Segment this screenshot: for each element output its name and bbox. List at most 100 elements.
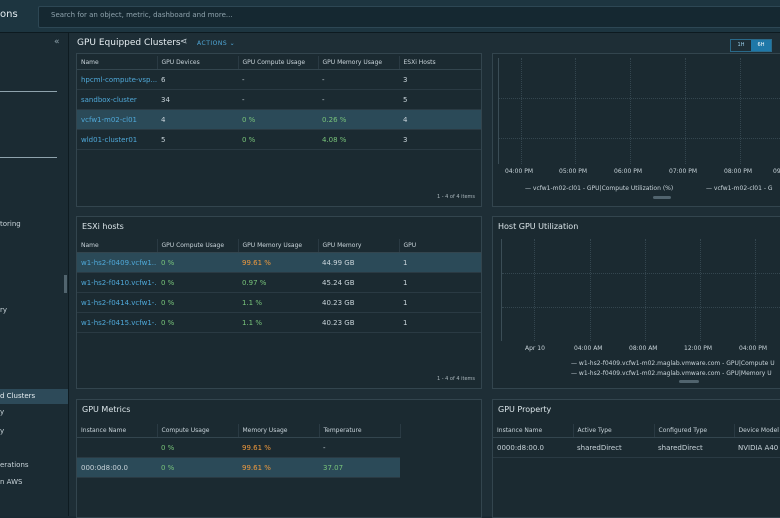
toggle-1h[interactable]: 1H	[737, 42, 745, 48]
host-name-link[interactable]: w1-hs2-f0415.vcfw1-...	[77, 312, 157, 333]
cluster-name-link[interactable]: vcfw1-m02-cl01	[77, 109, 157, 130]
gpu-property-table: Instance Name Active Type Configured Typ…	[493, 424, 780, 458]
x-tick-label: Apr 10	[525, 345, 545, 352]
actions-dropdown[interactable]: ACTIONS ⌄	[197, 40, 235, 47]
gridline	[755, 239, 756, 341]
col-gpu-memory[interactable]: GPU Memory Usage	[318, 56, 400, 70]
x-tick-label: 07:00 PM	[669, 168, 697, 175]
cluster-name-link[interactable]: sandbox-cluster	[77, 89, 157, 110]
sidebar-item-a[interactable]: y	[0, 408, 5, 416]
col-instance-name[interactable]: Instance Name	[77, 424, 158, 438]
cell: 0 %	[238, 129, 318, 150]
cell: 0 %	[157, 252, 238, 273]
cell: 0.97 %	[238, 272, 318, 293]
sidebar-scrollbar[interactable]	[64, 275, 67, 293]
table-row[interactable]: w1-hs2-f0409.vcfw1... 0 % 99.61 % 44.99 …	[77, 252, 481, 273]
cell: 4	[157, 109, 238, 130]
sidebar-item-aws[interactable]: n AWS	[0, 478, 23, 486]
legend-label: w1-hs2-f0409.vcfw1-m02.maglab.vmware.com…	[578, 370, 772, 377]
cell: 0 %	[157, 292, 238, 313]
table-row[interactable]: wld01-cluster01 5 0 % 4.08 % 3	[77, 129, 481, 150]
col-temperature[interactable]: Temperature	[319, 424, 401, 438]
table-row[interactable]: hpcml-compute-vsp... 6 - - 3	[77, 69, 481, 90]
cluster-name-link[interactable]: wld01-cluster01	[77, 129, 157, 150]
col-gpu-compute[interactable]: GPU Compute Usage	[238, 56, 319, 70]
cell: 1.1 %	[238, 312, 318, 333]
sidebar-item-gpu-clusters[interactable]: d Clusters	[0, 389, 68, 404]
gridline	[590, 239, 591, 341]
legend-item[interactable]: — w1-hs2-f0409.vcfw1-m02.maglab.vmware.c…	[571, 370, 772, 377]
host-name-link[interactable]: w1-hs2-f0414.vcfw1-...	[77, 292, 157, 313]
legend-item[interactable]: — w1-hs2-f0409.vcfw1-m02.maglab.vmware.c…	[571, 360, 775, 367]
host-name-link[interactable]: w1-hs2-f0410.vcfw1-...	[77, 272, 157, 293]
panel-title: Host GPU Utilization	[498, 222, 579, 231]
sidebar-item-operations[interactable]: erations	[0, 461, 29, 469]
table-row[interactable]: sandbox-cluster 34 - - 5	[77, 89, 481, 110]
cell: 5	[157, 129, 238, 150]
col-instance-name[interactable]: Instance Name	[493, 424, 574, 438]
legend-scrollbar[interactable]	[679, 380, 699, 383]
share-icon[interactable]: ⋖	[180, 37, 188, 47]
col-esxi-hosts[interactable]: ESXi Hosts	[399, 56, 481, 70]
cell: 1	[399, 292, 481, 313]
col-gpu-compute[interactable]: GPU Compute Usage	[157, 239, 239, 253]
sidebar-divider	[0, 157, 57, 158]
x-tick-label: 08:00 AM	[629, 345, 658, 352]
cell: 37.07	[319, 457, 400, 478]
sidebar-item-b[interactable]: y	[0, 427, 5, 435]
esxi-hosts-panel: ESXi hosts Name GPU Compute Usage GPU Me…	[76, 216, 482, 389]
col-gpu-devices[interactable]: GPU Devices	[157, 56, 239, 70]
col-gpu-memory[interactable]: GPU Memory	[318, 239, 400, 253]
col-gpu-memory-usage[interactable]: GPU Memory Usage	[238, 239, 319, 253]
gridline	[575, 58, 576, 164]
actions-label: ACTIONS	[197, 40, 228, 47]
cell: 0 %	[157, 457, 238, 478]
table-row[interactable]: w1-hs2-f0410.vcfw1-... 0 % 0.97 % 45.24 …	[77, 272, 481, 293]
sidebar-item-inventory[interactable]: ry	[0, 306, 8, 314]
cell: -	[318, 69, 399, 90]
sidebar-item-monitoring[interactable]: toring	[0, 220, 21, 228]
cell: -	[319, 437, 400, 458]
table-row[interactable]: 0000:d8:00.0 sharedDirect sharedDirect N…	[493, 437, 780, 458]
col-active-type[interactable]: Active Type	[573, 424, 655, 438]
host-name-link[interactable]: w1-hs2-f0409.vcfw1...	[77, 252, 157, 273]
panel-title: GPU Property	[498, 405, 552, 414]
cell: 0 %	[157, 312, 238, 333]
cell: 0 %	[157, 437, 238, 458]
cluster-name-link[interactable]: hpcml-compute-vsp...	[77, 69, 157, 90]
col-compute-usage[interactable]: Compute Usage	[157, 424, 239, 438]
col-name[interactable]: Name	[77, 239, 158, 253]
app-brand: ons	[0, 9, 18, 20]
table-row[interactable]: vcfw1-m02-cl01 4 0 % 0.26 % 4	[77, 109, 481, 130]
gridline	[740, 58, 741, 164]
gridline	[521, 58, 522, 164]
global-search-input[interactable]: Search for an object, metric, dashboard …	[38, 6, 780, 28]
time-range-toggle[interactable]: 1H 6H	[730, 39, 772, 52]
host-gpu-chart-panel: Host GPU Utilization Apr 10 04:00 AM 08:…	[492, 216, 780, 389]
cell: 0 %	[238, 109, 318, 130]
cell: 0000:d8:00.0	[493, 437, 573, 458]
cell: 1	[399, 272, 481, 293]
legend-item[interactable]: — vcfw1-m02-cl01 - GPU|Compute Utilizati…	[525, 185, 674, 192]
legend-scrollbar[interactable]	[653, 196, 671, 199]
gridline	[499, 138, 780, 139]
col-memory-usage[interactable]: Memory Usage	[238, 424, 320, 438]
table-row[interactable]: w1-hs2-f0414.vcfw1-... 0 % 1.1 % 40.23 G…	[77, 292, 481, 313]
collapse-sidebar-icon[interactable]: «	[54, 37, 60, 47]
cell: 1	[399, 252, 481, 273]
cell: 99.61 %	[238, 437, 319, 458]
table-row[interactable]: 000:0d8:00.0 0 % 99.61 % 37.07	[77, 457, 400, 478]
gridline	[534, 239, 535, 341]
table-row[interactable]: 0 % 99.61 % -	[77, 437, 400, 458]
x-tick-label: 04:00 PM	[505, 168, 533, 175]
col-configured-type[interactable]: Configured Type	[654, 424, 735, 438]
table-row[interactable]: w1-hs2-f0415.vcfw1-... 0 % 1.1 % 40.23 G…	[77, 312, 481, 333]
col-device-model[interactable]: Device Model	[734, 424, 780, 438]
col-gpu[interactable]: GPU	[399, 239, 481, 253]
toggle-6h[interactable]: 6H	[751, 40, 771, 51]
panel-title: GPU Metrics	[82, 405, 131, 414]
gridline	[645, 239, 646, 341]
col-name[interactable]: Name	[77, 56, 158, 70]
sidebar-divider	[0, 91, 57, 92]
legend-item[interactable]: — vcfw1-m02-cl01 - G	[706, 185, 773, 192]
